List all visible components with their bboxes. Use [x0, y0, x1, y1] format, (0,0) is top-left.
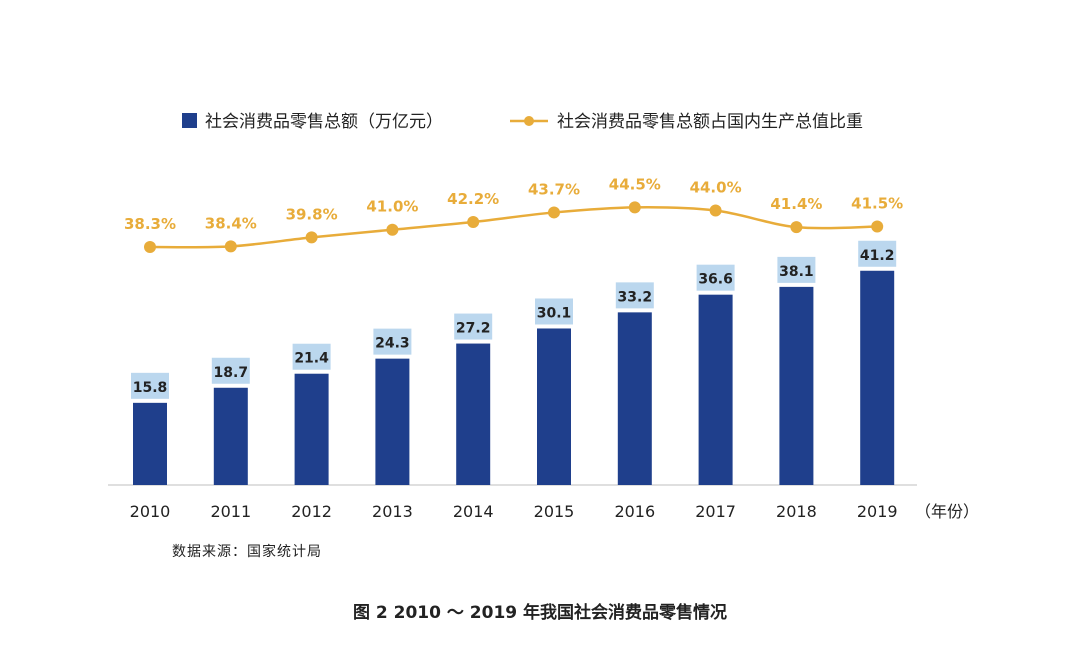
share-point-2015	[548, 206, 560, 219]
x-ticks: 2010 2011 2012 2013 2014 2015 2016 2017 2018 2019	[130, 502, 898, 521]
share-label-2018: 41.4%	[770, 195, 822, 213]
bars: 15.8 18.7 21.4 24.3 27.2 30.1 33.2 36.6 38.1 41.2	[131, 240, 897, 485]
bar-label-2017: 36.6	[698, 272, 733, 288]
share-label-2016: 44.5%	[609, 175, 661, 193]
legend-bar-label: 社会消费品零售总额（万亿元）	[205, 112, 443, 132]
share-label-2017: 44.0%	[690, 179, 742, 197]
bar-label-2019: 41.2	[860, 248, 895, 264]
bar-label-bg-2017	[696, 264, 735, 291]
legend-bar-swatch	[182, 113, 197, 128]
bar-label-2013: 24.3	[375, 336, 410, 352]
share-label-2015: 43.7%	[528, 180, 580, 198]
bar-label-2011: 18.7	[214, 365, 249, 381]
x-unit-label: （年份）	[915, 502, 979, 521]
bar-label-2016: 33.2	[618, 289, 653, 305]
share-line	[149, 205, 878, 249]
bar-label-bg-2014	[454, 313, 493, 340]
bar-2014	[456, 343, 491, 485]
bar-label-2018: 38.1	[779, 264, 814, 280]
bar-2012	[294, 373, 329, 485]
bar-label-2012: 21.4	[294, 351, 329, 367]
legend-line-marker	[524, 116, 534, 126]
x-tick-2013: 2013	[372, 502, 413, 521]
bar-label-2014: 27.2	[456, 321, 491, 337]
bar-label-bg-2011	[211, 357, 250, 384]
source-note: 数据来源：国家统计局	[172, 544, 322, 560]
share-label-2019: 41.5%	[851, 195, 903, 213]
x-tick-2010: 2010	[130, 502, 171, 521]
share-point-2011	[224, 240, 237, 253]
bar-label-bg-2010	[131, 372, 169, 399]
x-tick-2016: 2016	[614, 502, 655, 521]
share-label-2012: 39.8%	[286, 205, 338, 223]
x-tick-2012: 2012	[291, 502, 332, 521]
bar-2010	[133, 402, 167, 485]
bar-2019	[860, 270, 895, 485]
share-point-2018	[790, 221, 803, 234]
bar-label-bg-2016	[615, 282, 654, 309]
x-tick-2017: 2017	[695, 502, 736, 521]
bar-label-bg-2013	[373, 328, 412, 355]
bar-2016	[617, 312, 652, 485]
share-point-2012	[305, 231, 318, 244]
share-point-2010	[144, 241, 156, 253]
bar-label-2015: 30.1	[537, 305, 572, 321]
x-tick-2015: 2015	[534, 502, 575, 521]
legend: 社会消费品零售总额（万亿元） 社会消费品零售总额占国内生产总值比重	[182, 112, 863, 132]
x-tick-2011: 2011	[210, 502, 251, 521]
bar-2017	[698, 294, 733, 485]
bar-2013	[375, 358, 410, 485]
bar-2015	[537, 328, 571, 485]
bar-label-bg-2015	[535, 298, 573, 325]
share-point-2017	[709, 204, 722, 217]
x-tick-2014: 2014	[453, 502, 494, 521]
share-point-2013	[386, 223, 399, 236]
bar-2011	[213, 387, 248, 485]
combo-chart: 社会消费品零售总额（万亿元） 社会消费品零售总额占国内生产总值比重 15.8 18…	[108, 112, 979, 521]
share-points: 38.3% 38.4% 39.8% 41.0% 42.2% 43.7% 44.5% 44.0%…	[124, 175, 903, 253]
bar-label-bg-2019	[858, 240, 897, 267]
share-point-2016	[628, 201, 641, 214]
figure-caption: 图 2 2010 ～ 2019 年我国社会消费品零售情况	[352, 603, 728, 623]
share-label-2010: 38.3%	[124, 215, 176, 233]
bar-2018	[779, 286, 814, 485]
x-tick-2018: 2018	[776, 502, 817, 521]
x-tick-2019: 2019	[857, 502, 898, 521]
bar-label-2010: 15.8	[133, 380, 168, 396]
share-label-2013: 41.0%	[366, 198, 418, 216]
bar-label-bg-2018	[777, 256, 816, 283]
legend-line-label: 社会消费品零售总额占国内生产总值比重	[557, 112, 863, 132]
share-point-2019	[871, 220, 884, 233]
share-point-2014	[467, 216, 480, 229]
bar-label-bg-2012	[292, 343, 331, 370]
share-label-2011: 38.4%	[205, 214, 257, 232]
share-label-2014: 42.2%	[447, 190, 499, 208]
